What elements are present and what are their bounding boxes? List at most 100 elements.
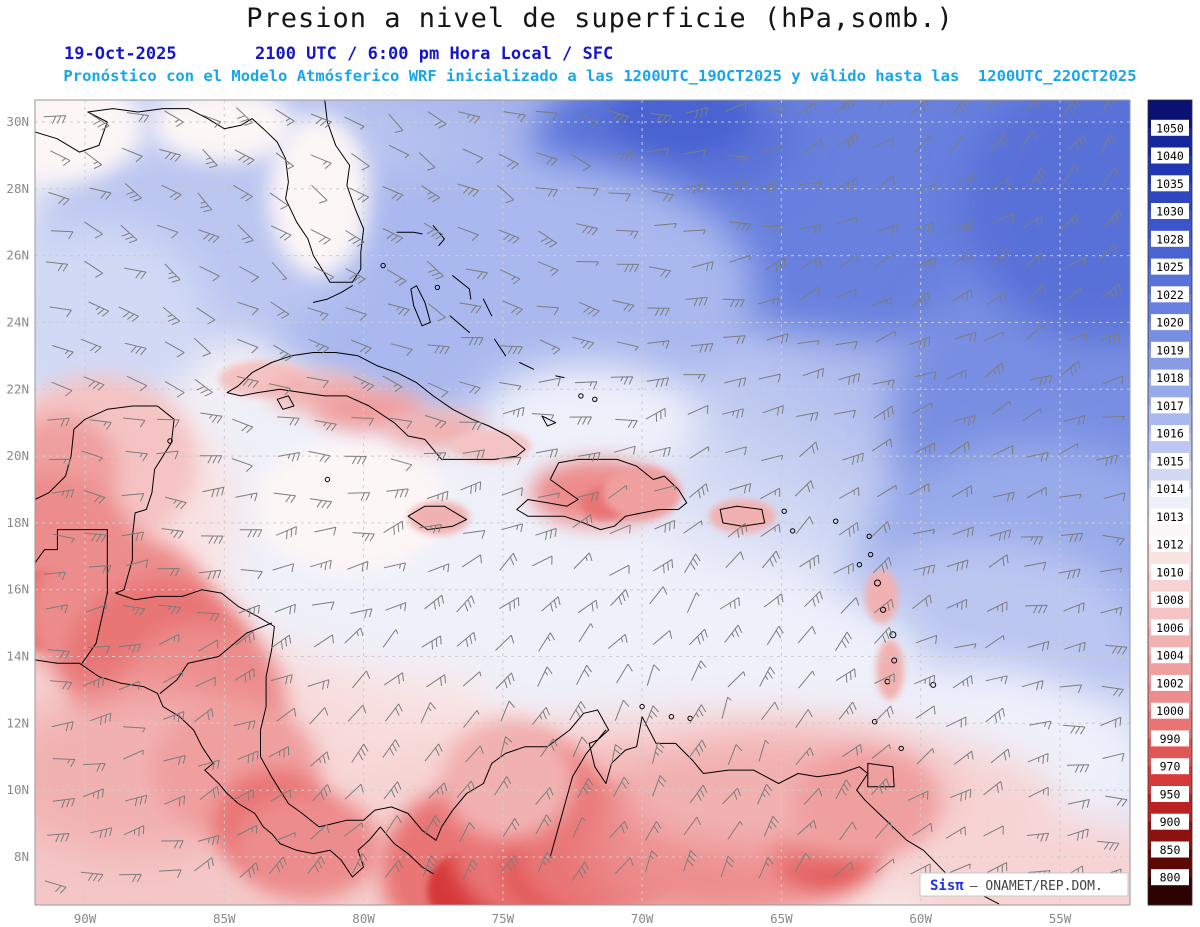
wind-barb: [873, 137, 894, 149]
wind-barb: [839, 821, 857, 841]
wind-barb: [838, 522, 859, 537]
wind-barb: [646, 377, 670, 388]
colorbar-label: 1025: [1156, 260, 1184, 274]
wind-barb: [647, 340, 670, 349]
small-island: [867, 551, 874, 558]
wind-barb: [500, 855, 519, 874]
wind-barb: [385, 602, 407, 612]
wind-barb: [727, 821, 743, 840]
wind-barb: [1060, 532, 1084, 543]
wind-barb: [945, 826, 966, 839]
wind-barb: [1024, 100, 1043, 114]
wind-barb: [874, 705, 894, 722]
wind-barb: [157, 418, 180, 428]
wind-barb: [49, 306, 72, 318]
small-island: [898, 745, 904, 752]
wind-barb: [426, 674, 447, 688]
wind-barb: [275, 152, 294, 171]
lat-tick-label: 10N: [6, 782, 29, 797]
wind-barb: [234, 668, 255, 683]
wind-barb: [871, 521, 891, 538]
wind-barb: [344, 783, 364, 800]
wind-barb: [502, 300, 523, 316]
wind-barb: [197, 759, 220, 771]
andros: [410, 285, 431, 327]
wind-barb: [45, 261, 69, 272]
wind-barb: [310, 113, 332, 128]
wind-barb: [535, 787, 554, 805]
wind-barb: [871, 744, 891, 759]
colorbar-label-box: [1151, 730, 1189, 747]
wind-barb: [271, 634, 292, 650]
wind-barb: [498, 229, 520, 244]
wind-barb: [499, 552, 518, 571]
wind-barb: [725, 102, 747, 112]
wind-barb: [540, 738, 558, 757]
wind-barb: [199, 785, 220, 800]
wind-barb: [418, 152, 436, 171]
wind-barb: [121, 147, 143, 163]
colorbar-label-box: [1151, 647, 1189, 664]
colorbar-label-box: [1151, 563, 1189, 580]
wind-barb: [952, 675, 973, 689]
wind-barb: [344, 116, 365, 130]
wind-barb: [1100, 134, 1116, 155]
lon-tick-label: 70W: [631, 911, 654, 926]
colorbar-label: 900: [1160, 815, 1181, 829]
colorbar-label-box: [1151, 203, 1189, 219]
colorbar-label-box: [1151, 147, 1189, 164]
wind-barb: [121, 493, 145, 502]
wind-barb: [652, 741, 665, 764]
wind-barb: [797, 625, 816, 644]
wind-barb: [352, 670, 371, 689]
wind-barb: [614, 699, 630, 721]
wind-barb: [390, 417, 413, 429]
wind-barb: [644, 705, 659, 727]
wind-barb: [838, 373, 861, 385]
trinidad-coastline: [867, 762, 895, 788]
wind-barbs-layer: [43, 100, 1128, 894]
wind-barb: [988, 554, 1009, 568]
wind-barb: [651, 190, 674, 202]
wind-barb: [761, 701, 779, 721]
wind-barb: [163, 755, 186, 766]
wind-barb: [724, 624, 743, 643]
wind-barb: [43, 571, 66, 581]
wind-barb: [309, 707, 329, 725]
wind-barb: [344, 455, 367, 465]
wind-barb: [268, 383, 291, 396]
wind-barb: [85, 604, 108, 613]
wind-barb: [1022, 407, 1042, 422]
hispaniola-coastline: [516, 458, 688, 531]
wind-barb: [614, 857, 634, 875]
wind-barb: [199, 455, 223, 464]
wind-barb: [462, 449, 485, 459]
wind-barb: [646, 664, 661, 686]
wind-barb: [423, 815, 441, 835]
wind-barb: [197, 612, 220, 622]
wind-barb: [310, 824, 330, 840]
wind-barb: [578, 623, 594, 643]
wind-barb: [462, 671, 482, 687]
wind-barb: [877, 223, 899, 235]
wind-barb: [758, 857, 774, 879]
colorbar-label: 1030: [1156, 205, 1184, 219]
colorbar-label-box: [1151, 480, 1189, 497]
wind-barb: [576, 664, 592, 685]
wind-barb: [502, 406, 525, 418]
wind-barb: [307, 307, 329, 321]
colorbar-label-box: [1151, 508, 1189, 525]
wind-barb: [465, 745, 484, 763]
wind-barb: [200, 535, 224, 544]
wind-barb: [495, 672, 515, 689]
wind-barb: [459, 381, 481, 395]
wind-barb: [954, 173, 975, 186]
wind-barb: [761, 550, 781, 569]
wind-barb: [721, 696, 732, 719]
wind-barb: [954, 331, 977, 343]
wind-barb: [648, 446, 671, 457]
wind-barb: [459, 821, 476, 843]
wind-barb: [569, 416, 592, 425]
wind-barb: [537, 261, 559, 276]
wind-barb: [344, 627, 364, 644]
